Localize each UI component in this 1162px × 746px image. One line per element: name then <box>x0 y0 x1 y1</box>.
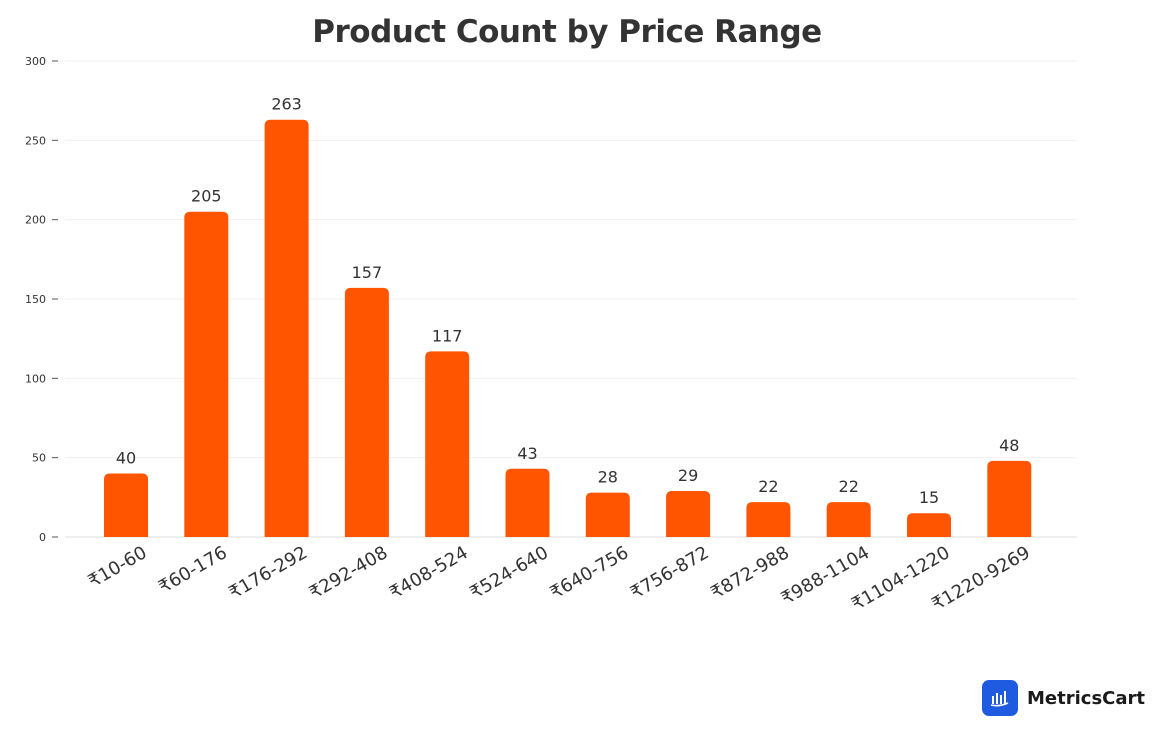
y-tick-label: 200 <box>25 214 46 227</box>
bar <box>826 502 871 537</box>
x-tick-label: ₹176-292 <box>226 542 312 604</box>
bar <box>585 492 630 537</box>
y-tick-label: 50 <box>32 452 46 465</box>
bar <box>104 473 148 537</box>
data-label: 48 <box>999 436 1019 455</box>
bar-chart-logo-icon <box>982 680 1018 716</box>
data-label: 205 <box>191 187 222 206</box>
data-label: 22 <box>758 477 778 496</box>
bar <box>907 513 951 537</box>
data-label: 157 <box>352 263 383 282</box>
x-axis-ticks: ₹10-60 ₹60-176₹176-292₹292-408₹408-524₹52… <box>85 542 1034 615</box>
data-label: 28 <box>598 468 618 487</box>
bar <box>746 502 791 537</box>
brand-logo: MetricsCart <box>982 679 1145 717</box>
x-tick-label: ₹756-872 <box>627 542 713 604</box>
bar <box>987 460 1032 537</box>
y-axis-ticks: 0 50 100 150 200 250 300 <box>25 55 58 544</box>
bars <box>104 119 1032 537</box>
bar <box>666 490 711 537</box>
data-labels: 40 205 263 157 117 43 28 29 22 22 15 48 <box>116 95 1020 507</box>
y-tick-label: 150 <box>25 293 46 306</box>
bar <box>425 351 470 537</box>
data-label: 263 <box>271 95 302 114</box>
grid-lines <box>65 60 1077 538</box>
data-label: 29 <box>678 466 698 485</box>
bar <box>184 211 229 537</box>
data-label: 43 <box>517 444 537 463</box>
bar <box>505 468 550 537</box>
y-tick-label: 250 <box>25 134 46 147</box>
bar <box>264 119 309 537</box>
x-tick-label: ₹524-640 <box>466 542 552 604</box>
y-tick-label: 100 <box>25 372 46 385</box>
x-tick-label: ₹10-60 <box>85 542 151 592</box>
x-tick-label: ₹640-756 <box>547 542 633 604</box>
y-tick-label: 300 <box>25 55 46 68</box>
brand-name: MetricsCart <box>1027 687 1145 709</box>
x-tick-label: ₹408-524 <box>386 542 472 604</box>
x-tick-label: ₹60-176 <box>155 542 231 598</box>
bar <box>344 287 389 537</box>
y-tick-label: 0 <box>39 531 46 544</box>
x-tick-label: ₹292-408 <box>306 542 392 604</box>
data-label: 15 <box>919 488 939 507</box>
chart-title: Product Count by Price Range <box>312 14 822 50</box>
data-label: 117 <box>432 326 463 345</box>
data-label: 22 <box>839 477 859 496</box>
data-label: 40 <box>116 449 136 468</box>
